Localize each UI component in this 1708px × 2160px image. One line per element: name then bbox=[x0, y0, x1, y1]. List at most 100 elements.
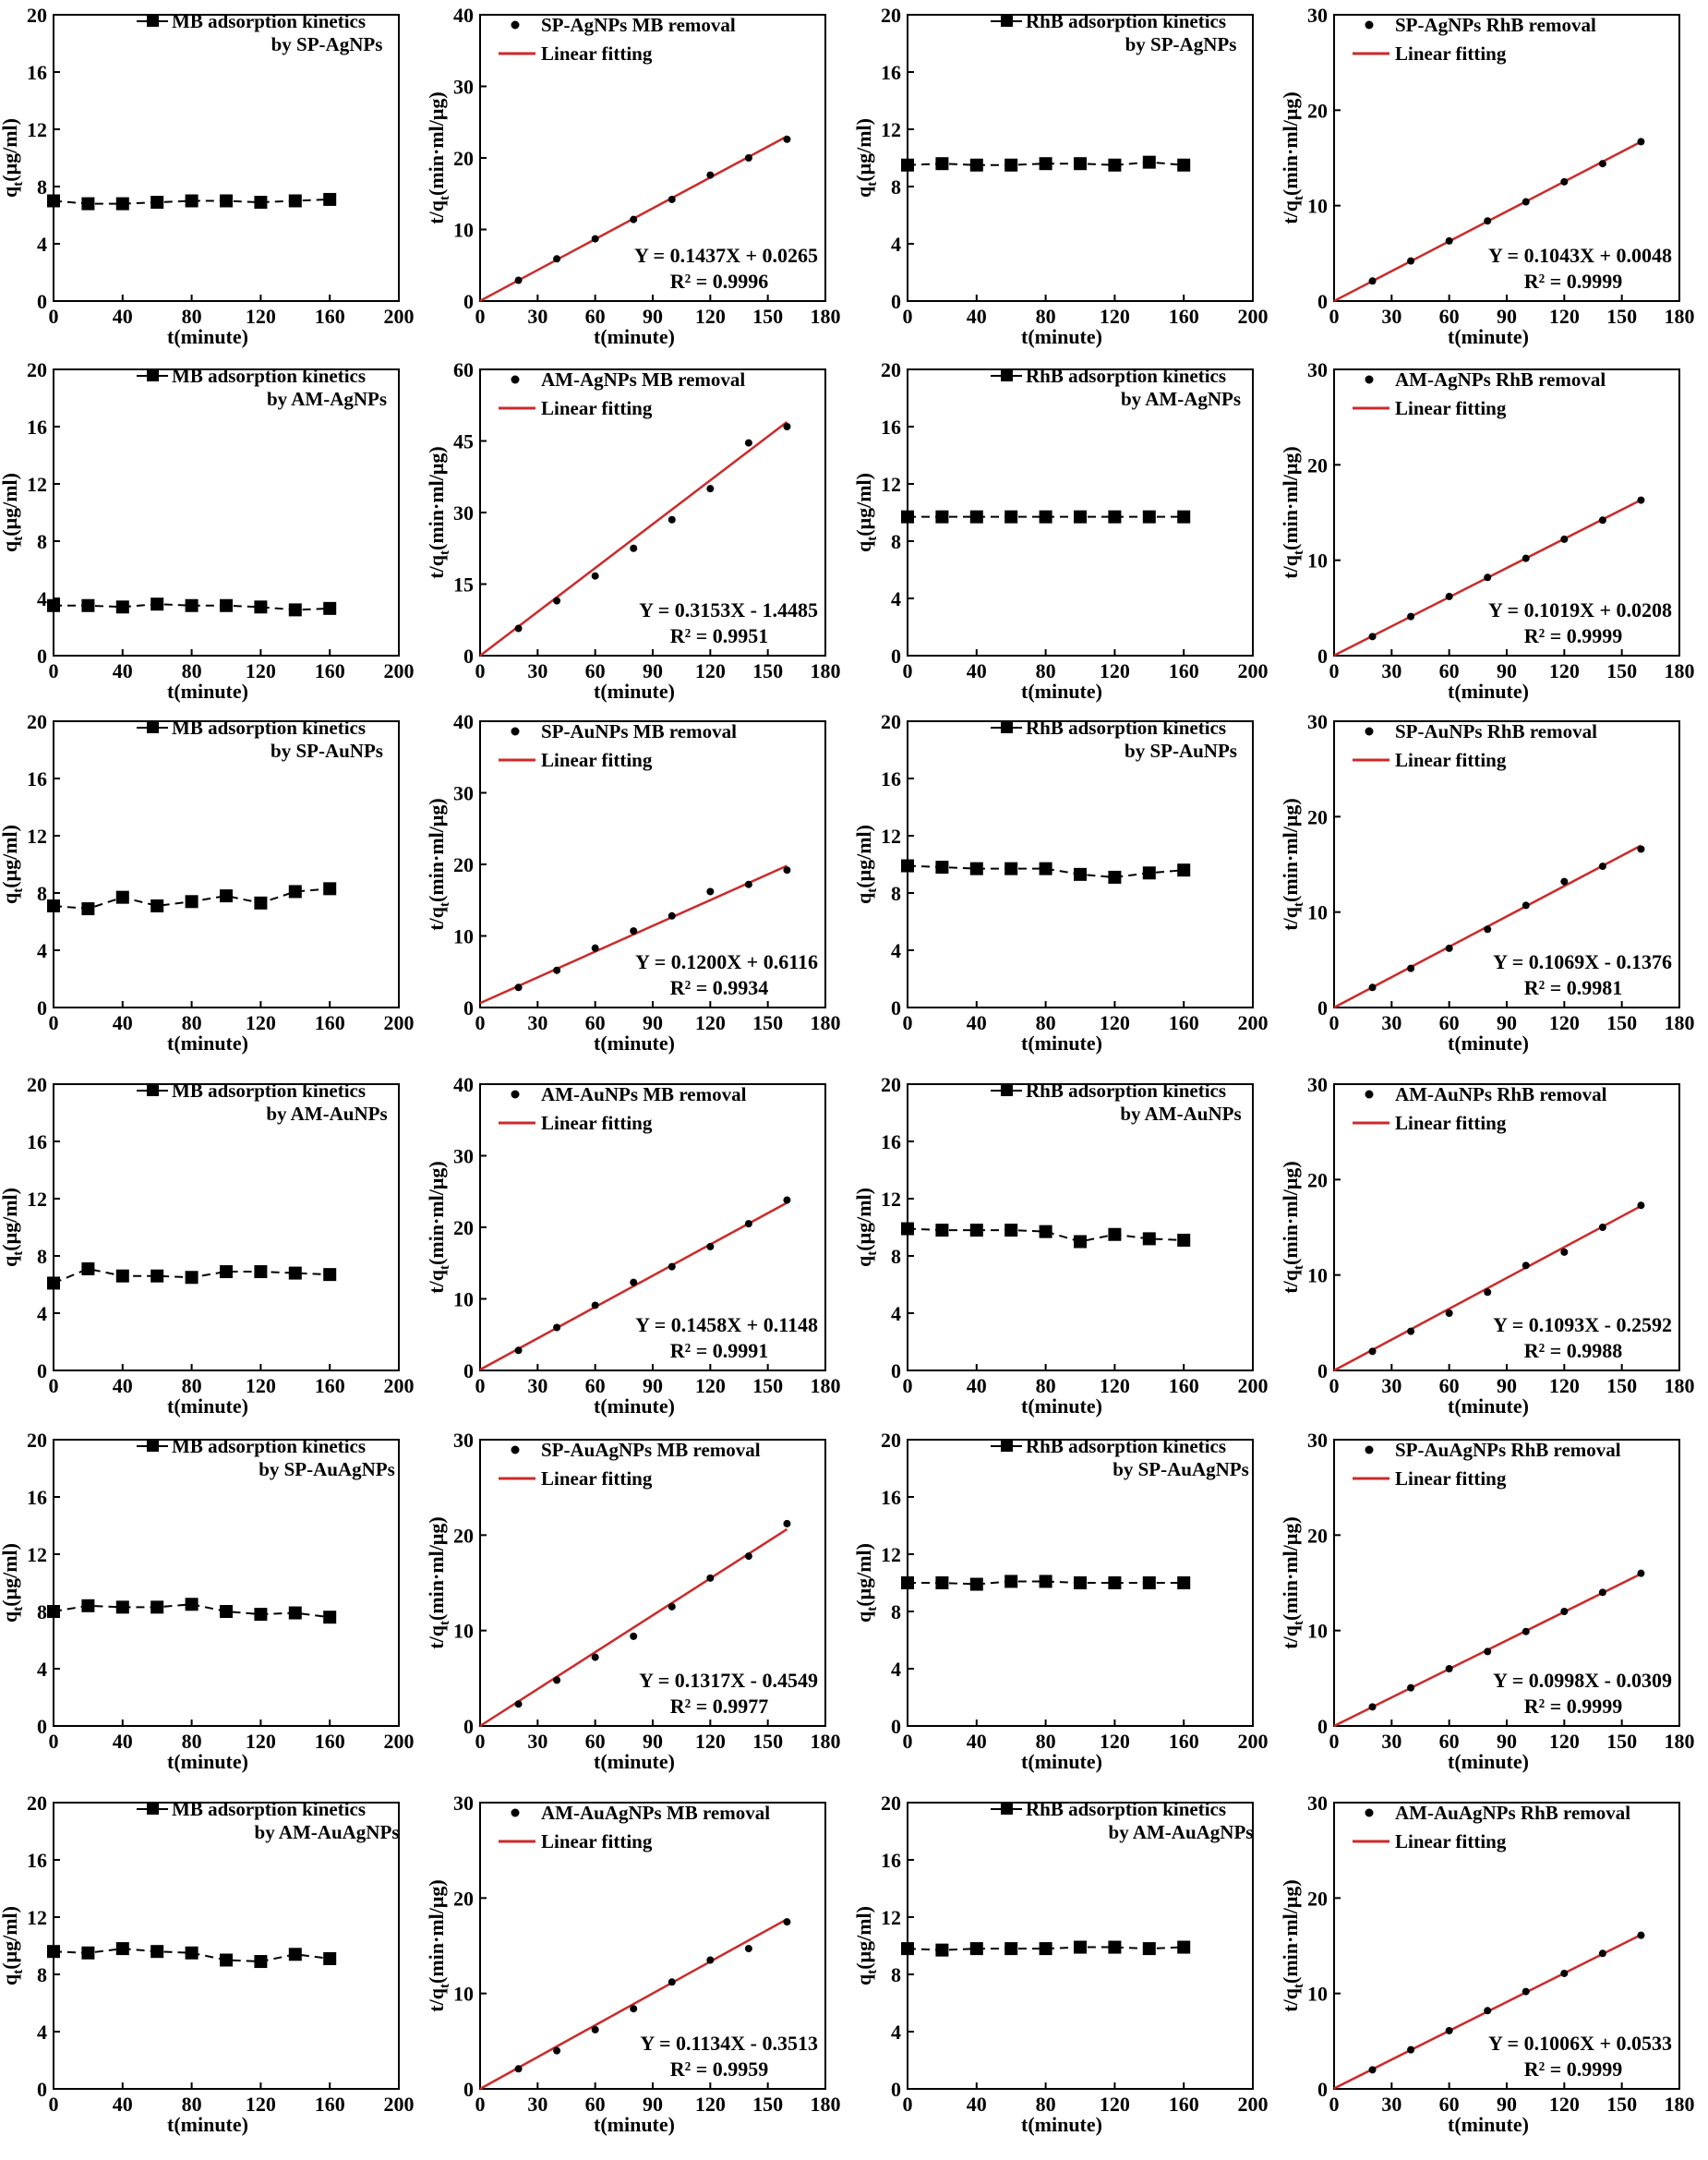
data-point-square bbox=[47, 1945, 60, 1959]
legend-marker bbox=[147, 1084, 159, 1096]
data-point-square bbox=[901, 1576, 914, 1589]
data-point-square bbox=[1004, 1942, 1018, 1956]
data-point-dot bbox=[783, 423, 791, 430]
x-tick-label: 60 bbox=[585, 1374, 606, 1397]
data-point-dot bbox=[1445, 592, 1453, 600]
data-point-square bbox=[81, 197, 95, 211]
series-line bbox=[907, 864, 1185, 878]
chart-svg: 0 30 60 90 120 150 180 0 10 20 30 t(minute) t/qt(min… bbox=[1279, 4, 1695, 348]
data-point-dot bbox=[553, 1323, 561, 1332]
data-point-dot bbox=[630, 927, 638, 935]
data-point-square bbox=[323, 601, 337, 615]
data-point-dot bbox=[1560, 1969, 1569, 1977]
y-axis-title-main: t/q bbox=[425, 906, 448, 930]
fit-r-squared: R² = 0.9959 bbox=[670, 2057, 769, 2081]
x-tick-label: 40 bbox=[113, 2093, 133, 2116]
y-axis-title: t/qt(min·ml/μg) bbox=[1279, 798, 1306, 930]
data-point-square bbox=[1004, 1575, 1018, 1588]
x-tick-label: 0 bbox=[475, 1011, 486, 1034]
data-point-square bbox=[1039, 510, 1052, 524]
y-tick-label: 4 bbox=[37, 1658, 47, 1681]
legend-label: AM-AuNPs MB removal bbox=[541, 1083, 747, 1105]
legend-label: MB adsorption kinetics bbox=[172, 10, 366, 32]
y-tick-label: 20 bbox=[27, 4, 47, 27]
y-tick-label: 0 bbox=[891, 1359, 901, 1382]
data-point-square bbox=[150, 899, 164, 912]
data-point-dot bbox=[783, 1918, 791, 1926]
y-tick-label: 4 bbox=[37, 587, 47, 610]
y-axis-title-unit: (μg/ml) bbox=[852, 1543, 875, 1607]
x-tick-label: 30 bbox=[1381, 2093, 1401, 2116]
x-tick-label: 120 bbox=[1100, 305, 1130, 328]
y-axis-title: t/qt(min·ml/μg) bbox=[1279, 446, 1306, 578]
y-tick-label: 15 bbox=[453, 573, 474, 597]
y-tick-label: 8 bbox=[891, 175, 901, 199]
y-axis-title-sub: t bbox=[1292, 1265, 1306, 1270]
chart-panel-6: 0 30 60 90 120 150 180 0 15 30 45 60 t(minute) t/qt(m… bbox=[425, 355, 853, 713]
data-point-dot bbox=[1484, 1647, 1492, 1656]
y-tick-label: 20 bbox=[453, 147, 474, 170]
data-point-square bbox=[185, 1946, 198, 1960]
data-point-square bbox=[1074, 1235, 1087, 1249]
y-axis-title-main: q bbox=[852, 892, 875, 904]
y-tick-label: 30 bbox=[1307, 1073, 1328, 1096]
data-point-square bbox=[323, 1611, 337, 1624]
x-axis-title: t(minute) bbox=[1021, 1750, 1102, 1773]
y-tick-label: 60 bbox=[453, 358, 474, 381]
data-point-square bbox=[935, 157, 949, 171]
legend-label: SP-AuAgNPs RhB removal bbox=[1395, 1439, 1621, 1461]
y-axis-title-unit: (min·ml/μg) bbox=[425, 91, 448, 196]
data-point-square bbox=[901, 1942, 914, 1956]
x-tick-label: 30 bbox=[1381, 1374, 1401, 1397]
data-point-square bbox=[901, 158, 914, 172]
x-tick-label: 200 bbox=[1238, 1730, 1269, 1753]
x-tick-label: 160 bbox=[1169, 1730, 1199, 1753]
data-point-square bbox=[81, 598, 95, 612]
x-tick-label: 30 bbox=[1381, 1011, 1401, 1034]
x-tick-label: 0 bbox=[1329, 1374, 1340, 1397]
x-tick-label: 30 bbox=[1381, 659, 1401, 682]
data-point-square bbox=[47, 899, 60, 912]
legend-label-2: by AM-AuNPs bbox=[266, 1103, 387, 1125]
x-axis-title: t(minute) bbox=[1448, 1394, 1529, 1418]
data-point-dot bbox=[1522, 1261, 1530, 1270]
y-axis-title-main: q bbox=[852, 540, 875, 552]
y-tick-label: 0 bbox=[37, 645, 47, 668]
y-axis-title-sub: t bbox=[438, 1265, 452, 1270]
x-tick-label: 80 bbox=[1036, 1730, 1056, 1753]
y-tick-label: 20 bbox=[881, 710, 901, 733]
x-tick-label: 0 bbox=[49, 659, 59, 682]
y-tick-label: 16 bbox=[881, 1849, 901, 1872]
y-tick-label: 0 bbox=[37, 2078, 47, 2101]
y-axis-title-sub: t bbox=[865, 182, 880, 187]
x-tick-label: 30 bbox=[527, 305, 547, 328]
plot-frame bbox=[907, 14, 1254, 302]
y-tick-label: 16 bbox=[881, 767, 901, 790]
fit-equation: Y = 0.1069X - 0.1376 bbox=[1493, 950, 1672, 973]
data-point-dot bbox=[591, 235, 599, 243]
x-tick-label: 160 bbox=[1169, 1011, 1199, 1034]
y-axis-title-main: t/q bbox=[425, 1269, 448, 1293]
fit-line bbox=[479, 1527, 788, 1728]
x-tick-label: 200 bbox=[384, 305, 415, 328]
data-point-square bbox=[254, 1955, 268, 1969]
data-point-square bbox=[1142, 1232, 1156, 1246]
x-tick-label: 90 bbox=[1497, 1011, 1517, 1034]
y-tick-label: 10 bbox=[1307, 1620, 1328, 1643]
y-axis-title: qt(μg/ml) bbox=[852, 825, 880, 904]
legend-label: RhB adsorption kinetics bbox=[1026, 1080, 1226, 1102]
x-tick-label: 0 bbox=[903, 1374, 913, 1397]
data-point-square bbox=[185, 1598, 198, 1611]
data-point-square bbox=[1074, 157, 1087, 171]
y-tick-label: 20 bbox=[27, 1792, 47, 1815]
x-tick-label: 160 bbox=[315, 2093, 345, 2116]
chart-panel-12: 0 30 60 90 120 150 180 0 10 20 30 t(minute) t/qt(min… bbox=[1279, 706, 1707, 1065]
data-point-square bbox=[1004, 862, 1018, 875]
fit-equation: Y = 0.1006X + 0.0533 bbox=[1488, 2032, 1672, 2055]
data-point-dot bbox=[1637, 138, 1645, 146]
data-point-square bbox=[254, 1608, 268, 1622]
data-point-dot bbox=[668, 1978, 676, 1986]
x-tick-label: 0 bbox=[49, 1730, 59, 1753]
chart-panel-8: 0 30 60 90 120 150 180 0 10 20 30 t(minute) t/qt(min… bbox=[1279, 355, 1707, 713]
chart-panel-5: 0 40 80 120 160 200 0 4 8 12 16 20 t(minute) qt(μg/ml… bbox=[0, 355, 427, 713]
